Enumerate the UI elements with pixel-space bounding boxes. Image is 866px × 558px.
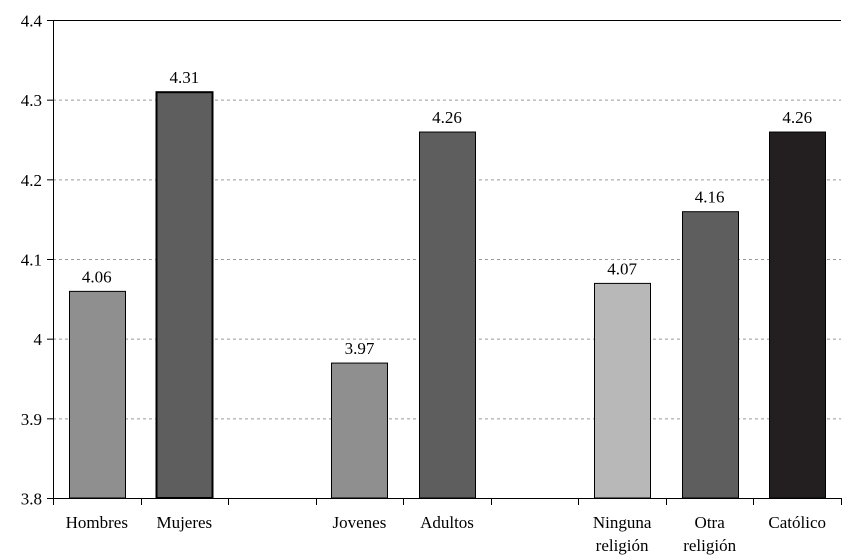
category-label-6-0: Católico	[768, 513, 826, 532]
bar-1	[155, 91, 214, 499]
y-tick-label-0: 3.8	[21, 490, 42, 509]
bar-4	[594, 282, 651, 499]
bar-6	[769, 131, 826, 499]
y-tick-label-3: 4.1	[21, 251, 42, 270]
bars	[69, 91, 826, 499]
category-label-1-0: Mujeres	[156, 513, 212, 532]
category-label-5-1: religión	[683, 536, 736, 555]
category-label-0-0: Hombres	[66, 513, 128, 532]
data-label-6: 4.26	[782, 108, 812, 127]
bar-2	[331, 362, 388, 499]
data-label-0: 4.06	[82, 267, 112, 286]
category-label-3-0: Adultos	[420, 513, 474, 532]
category-label-4-1: religión	[596, 536, 649, 555]
y-tick-label-6: 4.4	[21, 12, 43, 31]
bar-5	[682, 211, 739, 499]
data-label-4: 4.07	[607, 259, 637, 278]
bar-0	[69, 290, 126, 499]
y-tick-label-2: 4	[34, 330, 43, 349]
y-tick-label-1: 3.9	[21, 410, 42, 429]
labels: 3.8 3.9 4 4.1 4.2 4.3 4.4 4.06 Hombres 4.31 Mujere…	[21, 12, 826, 556]
data-label-2: 3.97	[345, 339, 375, 358]
y-tick-label-5: 4.3	[21, 91, 42, 110]
category-label-2-0: Jovenes	[333, 513, 387, 532]
data-label-5: 4.16	[695, 188, 725, 207]
y-tick-label-4: 4.2	[21, 171, 42, 190]
category-label-5-0: Otra	[695, 513, 726, 532]
category-label-4-0: Ninguna	[593, 513, 652, 532]
data-label-3: 4.26	[432, 108, 462, 127]
data-label-1: 4.31	[169, 68, 199, 87]
bar-3	[419, 131, 476, 499]
